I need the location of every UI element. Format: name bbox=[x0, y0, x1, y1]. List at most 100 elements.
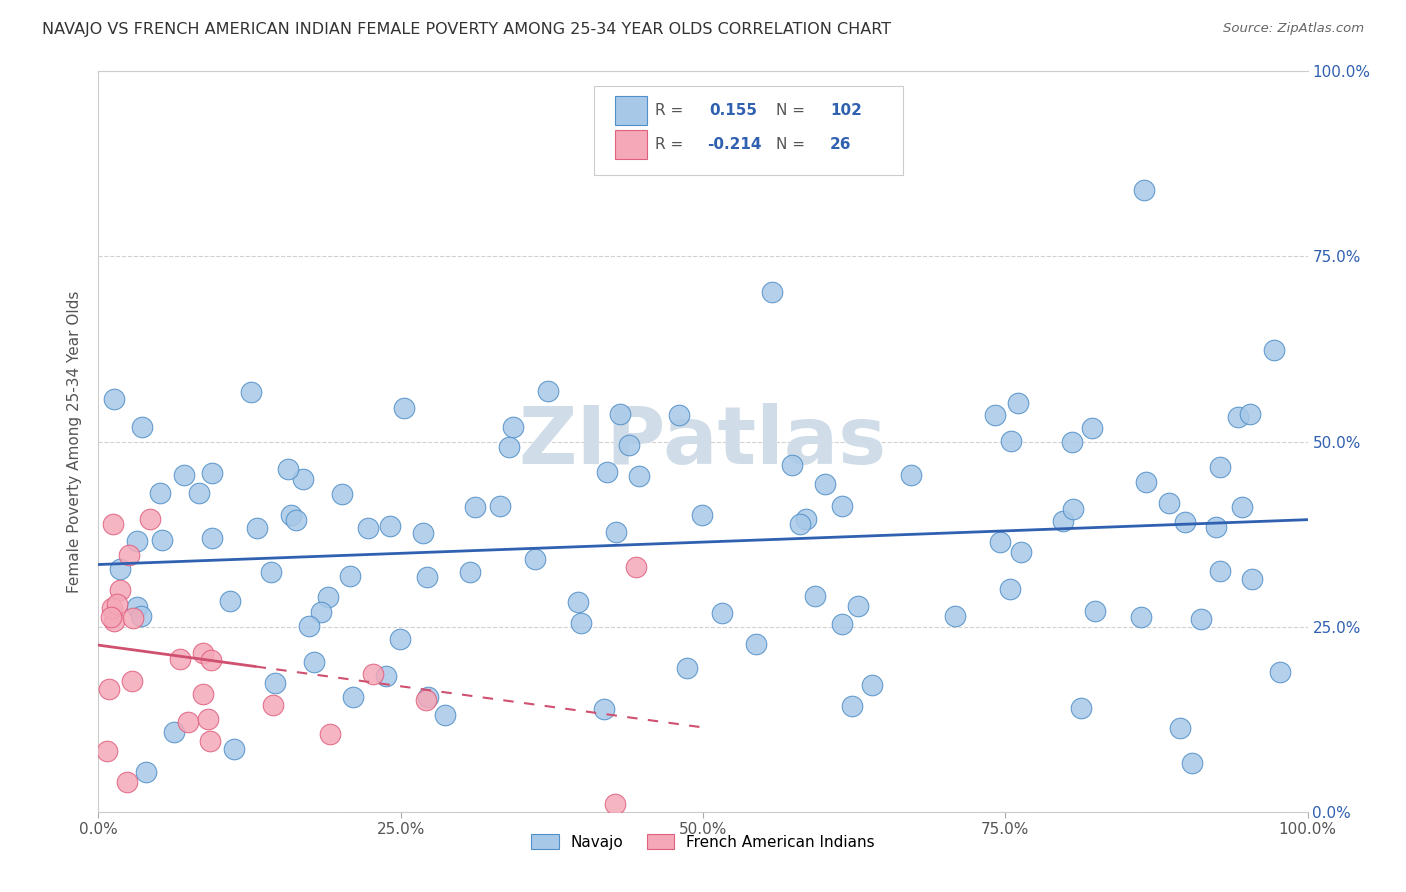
Point bbox=[1000, 582, 1022, 596]
Y-axis label: Female Poverty Among 25-34 Year Olds: Female Poverty Among 25-34 Year Olds bbox=[67, 291, 83, 592]
Point bbox=[201, 531, 224, 545]
Point bbox=[332, 487, 354, 501]
Point bbox=[592, 702, 614, 716]
Point bbox=[131, 420, 153, 434]
Point bbox=[121, 674, 143, 689]
Point bbox=[121, 610, 143, 624]
Point bbox=[415, 693, 437, 707]
FancyBboxPatch shape bbox=[595, 87, 903, 175]
FancyBboxPatch shape bbox=[614, 130, 647, 160]
Point bbox=[357, 521, 380, 535]
Point bbox=[761, 285, 783, 299]
Point bbox=[240, 385, 263, 400]
Point bbox=[200, 734, 222, 748]
Point bbox=[105, 597, 128, 611]
Point bbox=[246, 520, 269, 534]
Point bbox=[388, 632, 411, 646]
Point bbox=[101, 600, 124, 615]
Point bbox=[609, 407, 631, 421]
Point bbox=[831, 617, 853, 632]
Text: 0.155: 0.155 bbox=[709, 103, 756, 118]
Point bbox=[1168, 721, 1191, 735]
Point bbox=[100, 610, 122, 624]
Point bbox=[1129, 610, 1152, 624]
Text: -0.214: -0.214 bbox=[707, 137, 761, 153]
Point bbox=[316, 590, 339, 604]
Point bbox=[710, 606, 733, 620]
FancyBboxPatch shape bbox=[614, 95, 647, 126]
Point bbox=[173, 467, 195, 482]
Point bbox=[415, 570, 437, 584]
Point bbox=[1205, 520, 1227, 534]
Text: 102: 102 bbox=[830, 103, 862, 118]
Point bbox=[103, 615, 125, 629]
Point bbox=[789, 517, 811, 532]
Point bbox=[434, 708, 457, 723]
Point bbox=[412, 525, 434, 540]
Point bbox=[1062, 502, 1084, 516]
Point bbox=[262, 698, 284, 713]
Point bbox=[110, 562, 132, 576]
Point bbox=[943, 609, 966, 624]
Point bbox=[1007, 395, 1029, 409]
Point bbox=[860, 678, 883, 692]
Point bbox=[139, 512, 162, 526]
Point bbox=[692, 508, 714, 522]
Point bbox=[603, 797, 626, 812]
Point bbox=[1208, 564, 1230, 578]
Point bbox=[567, 595, 589, 609]
Point bbox=[108, 583, 131, 598]
Point bbox=[745, 637, 768, 651]
Point bbox=[339, 569, 361, 583]
Point bbox=[125, 599, 148, 614]
Point bbox=[1209, 460, 1232, 475]
Point bbox=[1133, 183, 1156, 197]
Point bbox=[537, 384, 560, 398]
Point bbox=[841, 699, 863, 714]
Point bbox=[794, 511, 817, 525]
Point bbox=[488, 500, 510, 514]
Point bbox=[1081, 421, 1104, 435]
Point bbox=[191, 646, 214, 660]
Point bbox=[846, 599, 869, 614]
Point bbox=[163, 725, 186, 739]
Point bbox=[1270, 665, 1292, 679]
Point bbox=[1227, 410, 1250, 425]
Point bbox=[1000, 434, 1022, 448]
Text: Source: ZipAtlas.com: Source: ZipAtlas.com bbox=[1223, 22, 1364, 36]
Point bbox=[628, 469, 651, 483]
Point bbox=[984, 408, 1007, 422]
Point bbox=[392, 401, 415, 415]
Point bbox=[1181, 756, 1204, 770]
Point bbox=[197, 712, 219, 726]
Point bbox=[118, 548, 141, 562]
Point bbox=[98, 682, 121, 697]
Point bbox=[1010, 545, 1032, 559]
Point bbox=[177, 714, 200, 729]
Point bbox=[900, 467, 922, 482]
Point bbox=[595, 465, 617, 479]
Point bbox=[169, 651, 191, 665]
Text: R =: R = bbox=[655, 137, 688, 153]
Point bbox=[524, 552, 547, 566]
Point bbox=[280, 508, 302, 523]
Point bbox=[188, 486, 211, 500]
Text: N =: N = bbox=[776, 137, 810, 153]
Point bbox=[1239, 408, 1261, 422]
Point bbox=[831, 500, 853, 514]
Point bbox=[668, 408, 690, 422]
Text: ZIPatlas: ZIPatlas bbox=[519, 402, 887, 481]
Point bbox=[361, 666, 384, 681]
Text: R =: R = bbox=[655, 103, 688, 118]
Legend: Navajo, French American Indians: Navajo, French American Indians bbox=[524, 828, 882, 856]
Point bbox=[96, 744, 118, 758]
Point bbox=[103, 392, 125, 406]
Point bbox=[318, 727, 340, 741]
Point bbox=[224, 741, 246, 756]
Point bbox=[498, 441, 520, 455]
Point bbox=[292, 472, 315, 486]
Point bbox=[129, 609, 152, 624]
Point bbox=[342, 690, 364, 705]
Point bbox=[988, 534, 1011, 549]
Point bbox=[219, 593, 242, 607]
